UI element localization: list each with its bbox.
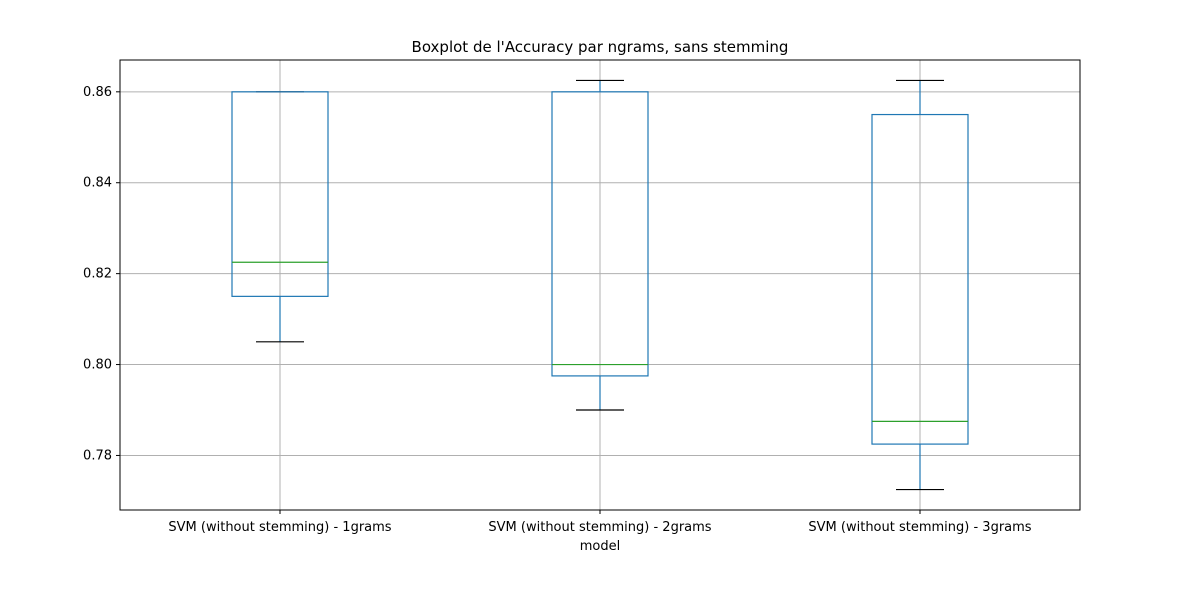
y-tick-label: 0.78 [83,448,112,463]
x-tick-label: SVM (without stemming) - 3grams [808,520,1031,535]
x-tick-label: SVM (without stemming) - 2grams [488,520,711,535]
y-tick-label: 0.80 [83,358,112,373]
box-1 [231,91,329,343]
y-tick-label: 0.84 [83,176,112,191]
grid-layer [120,60,1080,510]
x-tick-label: SVM (without stemming) - 1grams [168,520,391,535]
box-layer [231,79,969,491]
chart-title: Boxplot de l'Accuracy par ngrams, sans s… [412,38,789,56]
iqr-box [231,91,329,297]
tick-layer: 0.78 0.80 0.82 0.84 0.86 SVM (without stemmin… [83,85,1032,535]
plot-frame [119,59,1081,511]
iqr-box [551,91,649,377]
y-tick-label: 0.82 [83,267,112,282]
box-2 [551,79,649,411]
box-3 [871,79,969,491]
y-tick-label: 0.86 [83,85,112,100]
iqr-box [871,113,969,445]
x-axis-title: model [580,539,620,554]
